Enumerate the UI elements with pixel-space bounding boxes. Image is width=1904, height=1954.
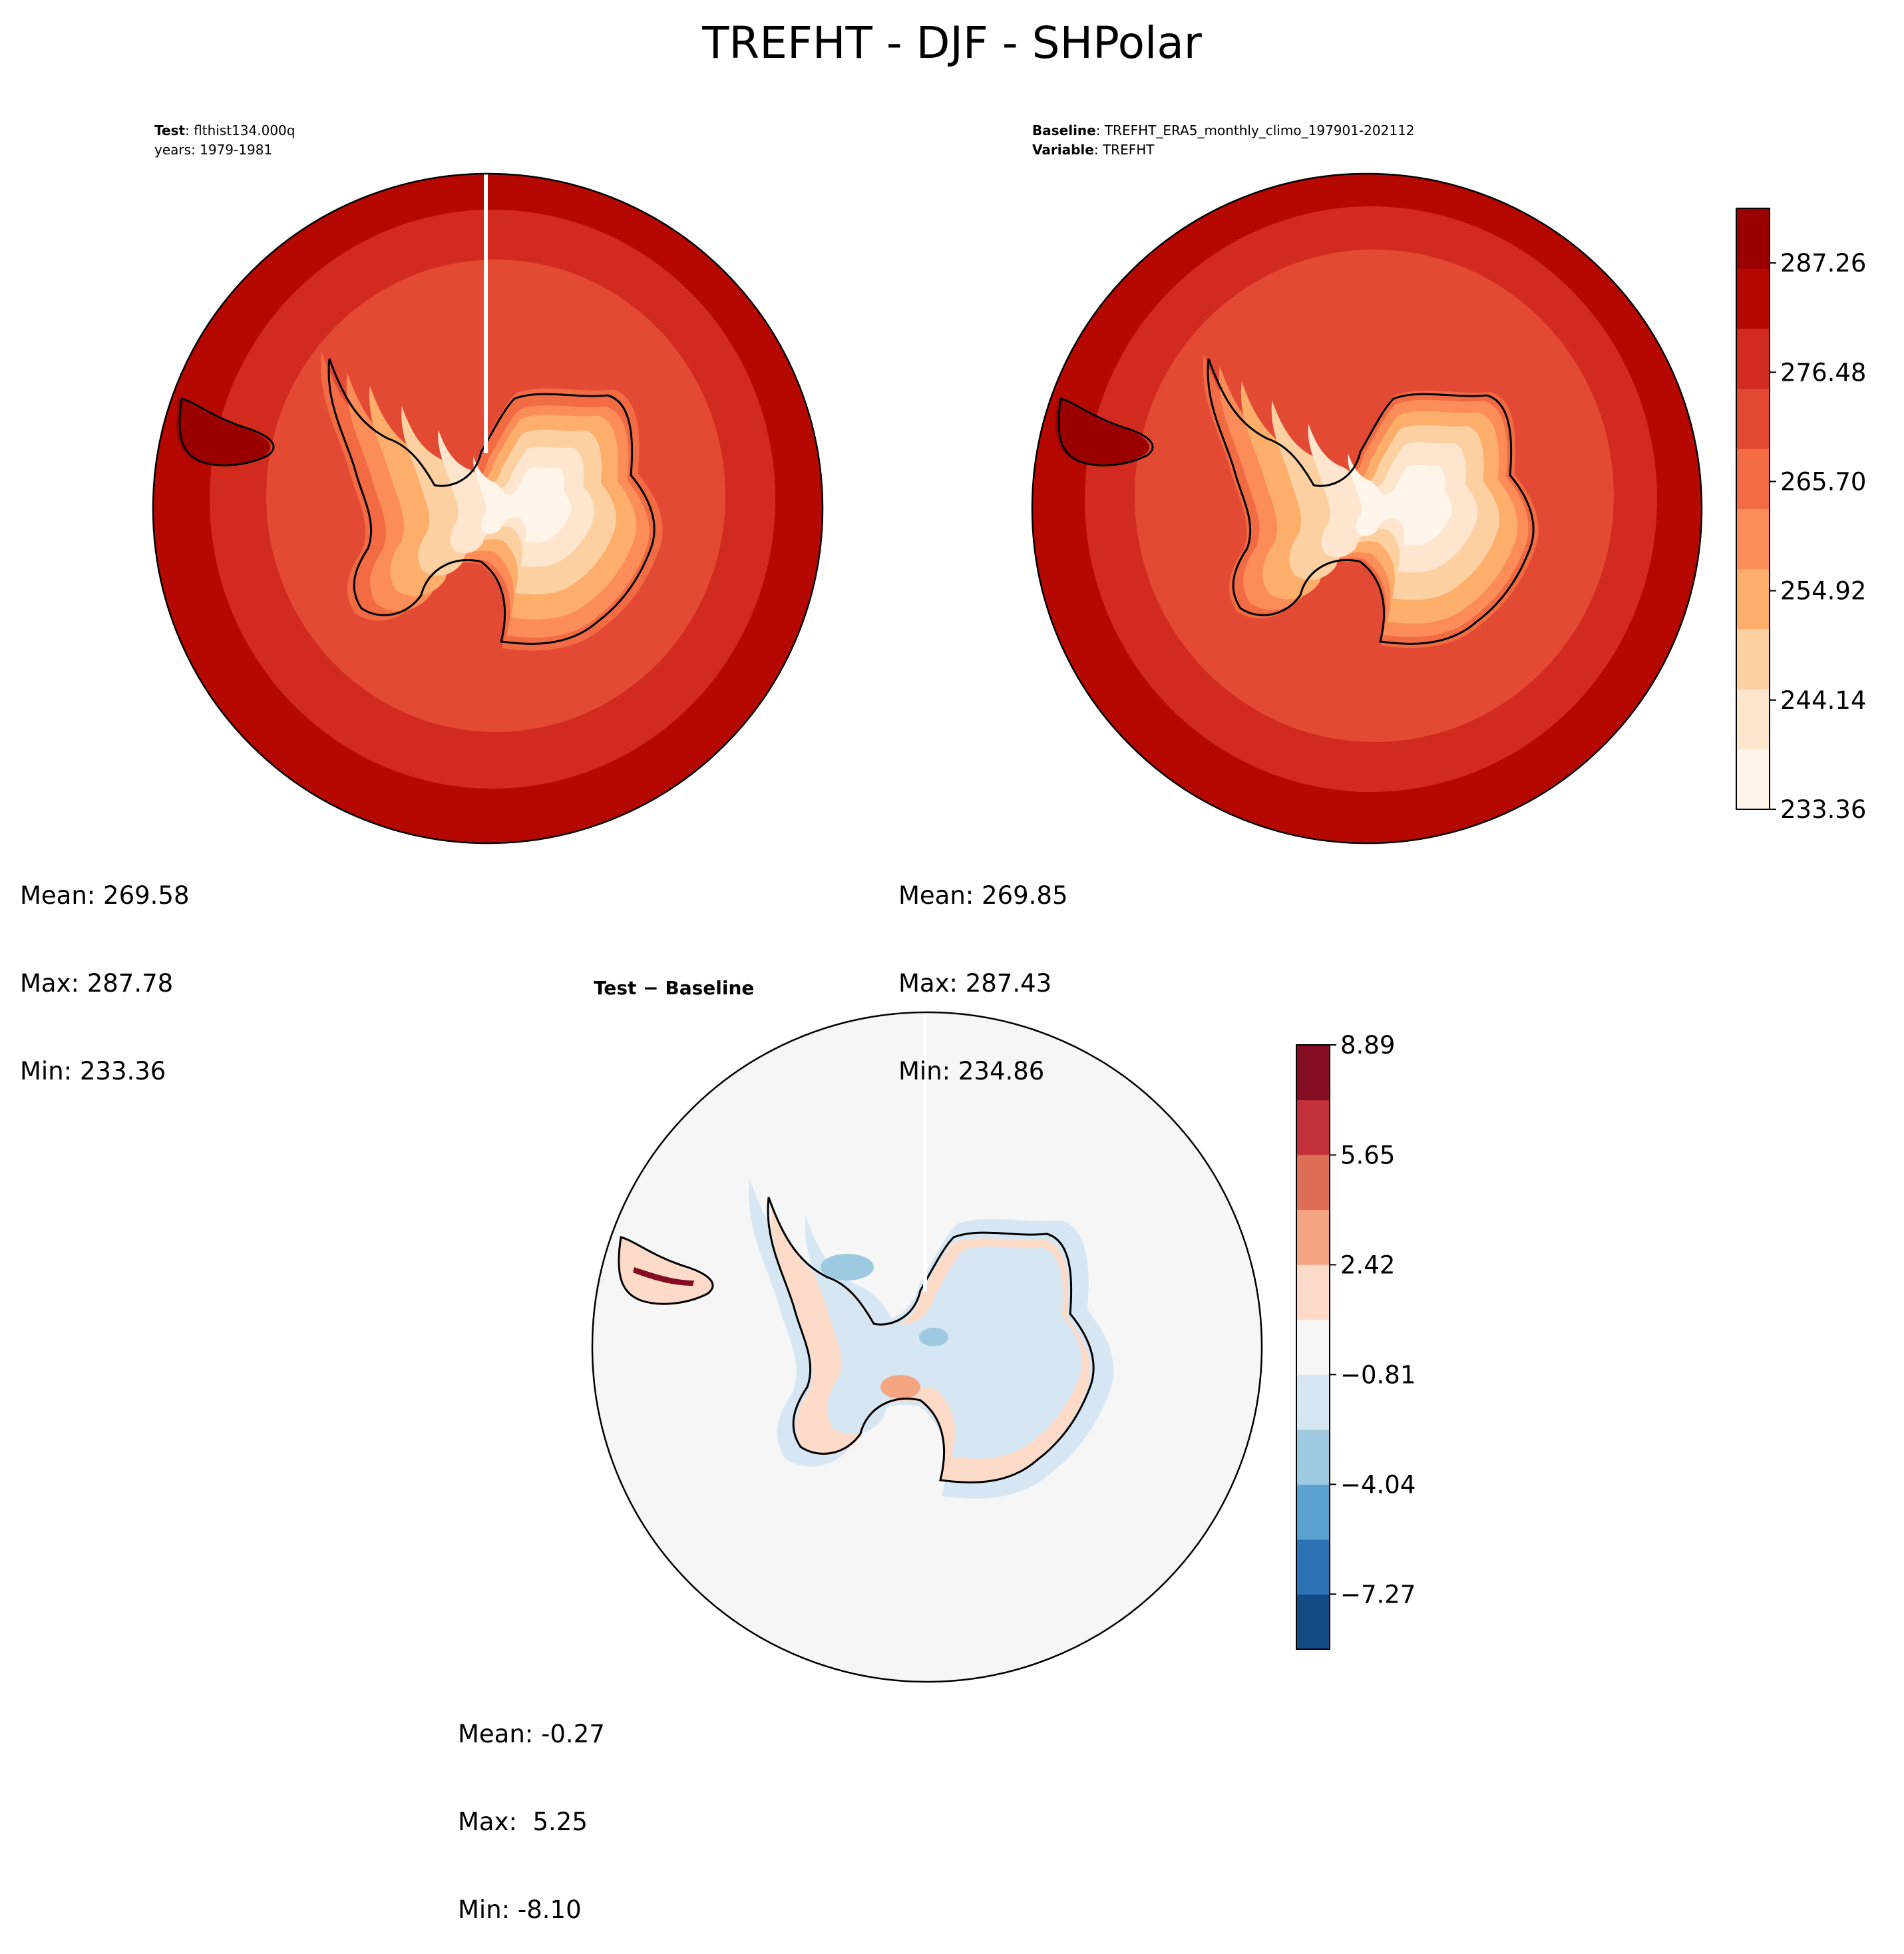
diff-panel-title: Test − Baseline	[594, 977, 755, 999]
diff-max: Max: 5.25	[458, 1808, 588, 1836]
test-label: Test	[154, 122, 186, 138]
baseline-case-name: TREFHT_ERA5_monthly_climo_197901-202112	[1104, 122, 1415, 138]
diff-colorbar-frame	[1296, 1044, 1330, 1650]
test-years: years: 1979-1981	[154, 142, 273, 158]
diff-colorbar-segment	[1296, 1209, 1330, 1265]
field-colorbar-segment	[1736, 568, 1770, 630]
field-colorbar-frame	[1736, 208, 1770, 810]
baseline-mean: Mean: 269.85	[898, 881, 1068, 910]
field-colorbar-segment	[1736, 208, 1770, 269]
diff-colorbar-tick-label: −4.04	[1340, 1470, 1416, 1499]
diff-colorbar-segment	[1296, 1539, 1330, 1595]
test-map	[152, 172, 824, 845]
diff-colorbar-segment	[1296, 1429, 1330, 1485]
field-colorbar-segment	[1736, 629, 1770, 689]
field-colorbar-segment	[1736, 449, 1770, 509]
field-colorbar-tick-label: 233.36	[1780, 795, 1866, 824]
baseline-label: Baseline	[1032, 122, 1096, 138]
diff-colorbar-segment	[1296, 1155, 1330, 1211]
diff-colorbar-tick-label: 2.42	[1340, 1251, 1395, 1279]
variable-name: TREFHT	[1102, 142, 1155, 158]
field-colorbar-tick-label: 244.14	[1780, 686, 1866, 715]
field-colorbar-segment	[1736, 508, 1770, 570]
test-max: Max: 287.78	[20, 969, 174, 998]
difference-colorbar: −7.27 −4.04 −0.81 2.42 5.65 8.89	[1296, 1031, 1416, 1650]
baseline-map	[1031, 172, 1703, 845]
difference-map	[591, 1011, 1263, 1683]
field-colorbar: 233.36 244.14 254.92 265.70 276.48 287.26	[1736, 208, 1866, 824]
test-mean: Mean: 269.58	[20, 881, 190, 910]
figure-canvas: 233.36 244.14 254.92 265.70 276.48 287.26 −7.…	[152, 172, 1866, 1683]
field-colorbar-segment	[1736, 749, 1770, 810]
diff-colorbar-tick-label: −0.81	[1340, 1360, 1416, 1389]
field-colorbar-tick-label: 287.26	[1780, 249, 1866, 278]
field-colorbar-segment	[1736, 689, 1770, 750]
baseline-stats: Mean: 269.85 Max: 287.43 Min: 234.86	[898, 823, 1068, 1115]
diff-colorbar-segment	[1296, 1045, 1330, 1101]
diff-colorbar-tick-label: −7.27	[1340, 1580, 1416, 1609]
baseline-min: Min: 234.86	[898, 1057, 1045, 1085]
diff-stats: Mean: -0.27 Max: 5.25 Min: -8.10	[458, 1661, 605, 1954]
field-colorbar-segment	[1736, 328, 1770, 389]
diff-mean: Mean: -0.27	[458, 1720, 605, 1748]
diff-colorbar-segment	[1296, 1374, 1330, 1430]
field-colorbar-segment	[1736, 268, 1770, 329]
field-colorbar-tick-label: 265.70	[1780, 467, 1866, 496]
diff-colorbar-segment	[1296, 1265, 1330, 1320]
test-header: Test: flthist134.000q years: 1979-1981	[154, 121, 295, 160]
variable-label: Variable	[1032, 142, 1094, 158]
baseline-max: Max: 287.43	[898, 969, 1052, 998]
diff-colorbar-segment	[1296, 1594, 1330, 1650]
diff-colorbar-tick-label: 8.89	[1340, 1031, 1395, 1060]
figure-title: TREFHT - DJF - SHPolar	[702, 17, 1202, 69]
baseline-header: Baseline: TREFHT_ERA5_monthly_climo_1979…	[1032, 122, 1415, 158]
test-case-name: flthist134.000q	[194, 122, 295, 138]
diff-colorbar-segment	[1296, 1484, 1330, 1540]
diff-min: Min: -8.10	[458, 1895, 582, 1924]
field-colorbar-segment	[1736, 388, 1770, 449]
diff-colorbar-tick-label: 5.65	[1340, 1141, 1395, 1169]
test-stats: Mean: 269.58 Max: 287.78 Min: 233.36	[20, 823, 190, 1115]
diff-colorbar-segment	[1296, 1099, 1330, 1155]
field-colorbar-tick-label: 276.48	[1780, 358, 1866, 387]
diff-colorbar-segment	[1296, 1319, 1330, 1375]
field-colorbar-tick-label: 254.92	[1780, 577, 1866, 606]
test-min: Min: 233.36	[20, 1057, 166, 1085]
